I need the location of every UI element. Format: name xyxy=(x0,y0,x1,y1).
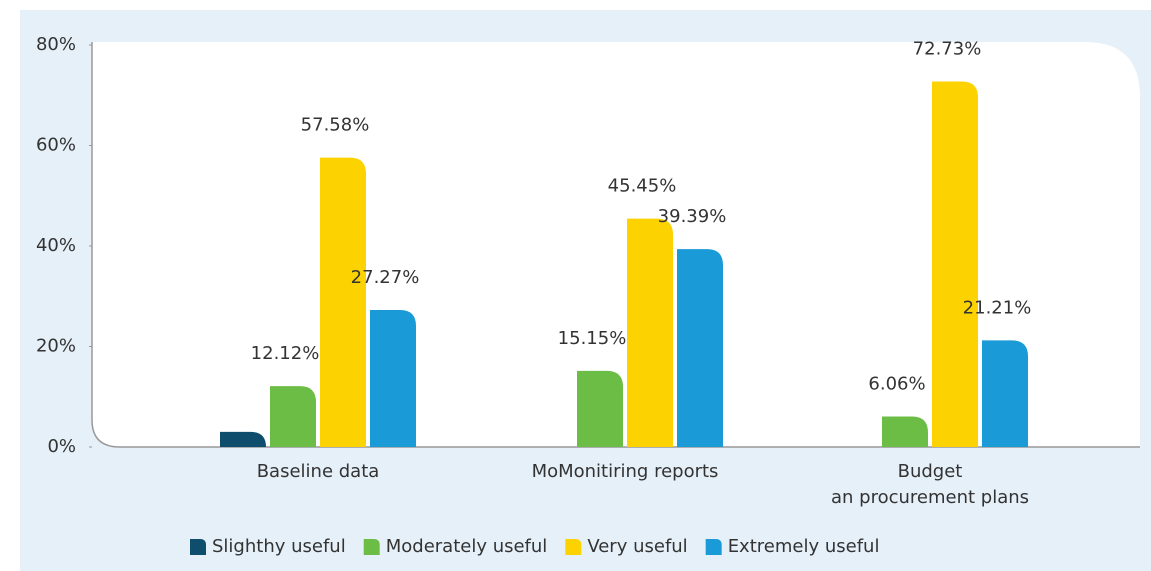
data-label: 72.73% xyxy=(913,39,982,60)
legend-label: Extremely useful xyxy=(728,536,880,557)
bar xyxy=(932,81,978,448)
data-label: 15.15% xyxy=(558,328,627,349)
bar xyxy=(320,157,366,447)
data-label: 6.06% xyxy=(868,374,925,395)
data-label: 45.45% xyxy=(608,176,677,197)
legend-label: Moderately useful xyxy=(386,536,548,557)
legend-swatch xyxy=(565,539,582,555)
x-tick-line: an procurement plans xyxy=(831,487,1029,508)
x-tick-label: Baseline data xyxy=(257,461,380,482)
y-tick-label: 0% xyxy=(47,436,76,457)
bar xyxy=(882,416,928,447)
data-label: 27.27% xyxy=(351,267,420,288)
data-label: 12.12% xyxy=(251,343,320,364)
x-tick-line: Budget xyxy=(898,461,963,482)
y-tick-label: 40% xyxy=(36,235,76,256)
y-tick-label: 20% xyxy=(36,336,76,357)
data-label: 21.21% xyxy=(963,297,1032,318)
x-tick-label: MoMonitiring reports xyxy=(532,461,719,482)
bar xyxy=(270,386,316,447)
data-label: 39.39% xyxy=(658,206,727,227)
legend-swatch xyxy=(705,539,722,555)
bar xyxy=(220,431,266,447)
y-tick-label: 60% xyxy=(36,135,76,156)
legend-label: Very useful xyxy=(587,536,687,557)
bar xyxy=(982,340,1028,447)
x-tick-label: Budget an procurement plans xyxy=(831,461,1029,508)
legend-label: Slighthy useful xyxy=(212,536,346,557)
data-label: 57.58% xyxy=(301,115,370,136)
bar xyxy=(577,370,623,447)
bar xyxy=(677,249,723,447)
bar xyxy=(370,309,416,447)
legend-swatch xyxy=(190,539,206,555)
y-tick-label: 80% xyxy=(36,34,76,55)
axis-line xyxy=(91,42,1140,448)
legend-swatch xyxy=(363,539,380,555)
bar xyxy=(627,218,673,447)
